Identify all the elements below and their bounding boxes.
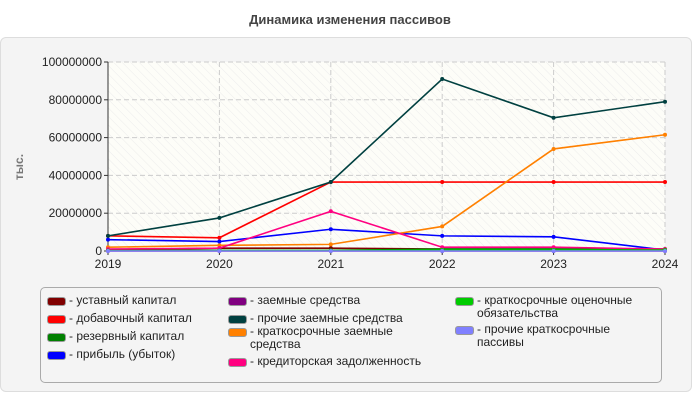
data-point (217, 243, 222, 248)
legend-swatch (455, 297, 474, 306)
x-tick-label: 2019 (95, 257, 122, 271)
legend-swatch (47, 333, 66, 342)
legend-label: - заемные средства (250, 293, 361, 307)
data-point (551, 234, 556, 239)
data-point (551, 146, 556, 151)
y-tick-label: 100000000 (42, 55, 102, 69)
data-point (440, 224, 445, 229)
plot-area (108, 62, 665, 251)
legend-label: - прочие заемные средства (250, 311, 403, 325)
series-line-3 (107, 228, 666, 251)
legend-item[interactable]: - прочие заемные средства (228, 312, 438, 325)
series-line-6 (107, 133, 666, 249)
data-point (217, 215, 222, 220)
chart-title: Динамика изменения пассивов (249, 12, 451, 27)
legend-swatch (47, 351, 66, 360)
legend-item[interactable]: - краткосрочные заемные средства (228, 325, 408, 351)
data-point (440, 77, 445, 82)
y-tick-label: 0 (95, 244, 102, 258)
legend-label: - краткосрочные заемные средства (250, 324, 393, 351)
data-point (217, 235, 222, 240)
data-point (440, 245, 445, 250)
data-point (217, 239, 222, 244)
data-point (106, 233, 110, 238)
legend-label: - кредиторская задолженность (250, 354, 422, 368)
data-point (328, 209, 333, 214)
y-tick-label: 40000000 (49, 168, 103, 182)
legend-swatch (228, 358, 247, 367)
y-tick-label: 20000000 (49, 206, 103, 220)
data-point (328, 227, 333, 232)
legend-swatch (228, 315, 247, 324)
legend-item[interactable]: - кредиторская задолженность (228, 355, 438, 368)
data-point (440, 249, 445, 253)
legend-item[interactable]: - прочие краткосрочные пассивы (455, 323, 645, 349)
data-point (328, 249, 333, 253)
data-point (217, 249, 222, 253)
data-point (551, 245, 556, 250)
data-point (551, 249, 556, 253)
x-tick-label: 2020 (206, 257, 233, 271)
legend-item[interactable]: - добавочный капитал (47, 312, 217, 325)
legend-label: - прочие краткосрочные пассивы (477, 322, 611, 349)
data-point (663, 99, 667, 104)
series-line-1 (107, 181, 665, 239)
legend-swatch (455, 326, 474, 335)
data-point (440, 233, 445, 238)
data-point (663, 180, 667, 185)
series-line-7 (107, 210, 666, 250)
data-point (106, 237, 110, 242)
legend-item[interactable]: - прибыль (убыток) (47, 348, 217, 361)
x-tick-label: 2021 (317, 257, 344, 271)
legend-swatch (47, 315, 66, 324)
data-point (551, 115, 556, 120)
legend: - уставный капитал - добавочный капитал - … (40, 287, 662, 383)
legend-item[interactable]: - уставный капитал (47, 294, 217, 307)
data-point (106, 249, 110, 253)
y-tick-label: 80000000 (49, 93, 103, 107)
legend-item[interactable]: - краткосрочные оценочные обязательства (455, 294, 645, 320)
legend-label: - прибыль (убыток) (69, 347, 176, 361)
data-point (551, 180, 556, 185)
x-tick-label: 2023 (540, 257, 567, 271)
data-point (440, 180, 445, 185)
data-point (663, 132, 667, 137)
x-tick-label: 2022 (429, 257, 456, 271)
data-point (663, 249, 667, 253)
legend-swatch (228, 297, 247, 306)
data-point (328, 180, 333, 185)
legend-swatch (47, 297, 66, 306)
series-line-5 (107, 78, 666, 237)
legend-label: - резервный капитал (69, 329, 185, 343)
legend-item[interactable]: - резервный капитал (47, 330, 217, 343)
legend-label: - добавочный капитал (69, 311, 192, 325)
legend-label: - уставный капитал (69, 293, 177, 307)
data-point (328, 242, 333, 247)
x-tick-label: 2024 (652, 257, 679, 271)
y-tick-label: 60000000 (49, 131, 103, 145)
legend-swatch (228, 328, 247, 337)
legend-item[interactable]: - заемные средства (228, 294, 438, 307)
legend-label: - краткосрочные оценочные обязательства (477, 293, 633, 320)
